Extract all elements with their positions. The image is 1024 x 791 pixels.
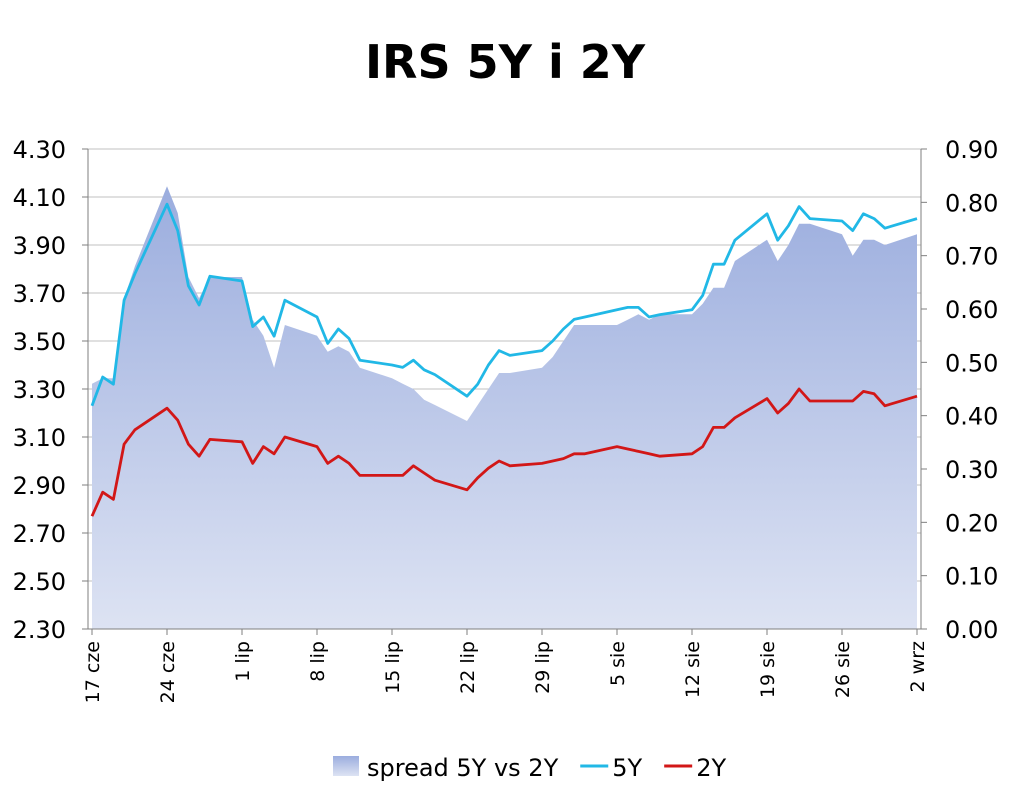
- x-tick-label: 26 sie: [832, 641, 854, 698]
- x-tick-label: 12 sie: [682, 641, 704, 698]
- right-y-tick-label: 0.10: [945, 563, 998, 591]
- left-y-tick-label: 3.30: [13, 376, 66, 404]
- right-y-tick-label: 0.90: [945, 136, 998, 164]
- x-tick-label: 5 sie: [607, 641, 629, 686]
- spread-area-layer: [92, 186, 917, 630]
- series-area-spread: [92, 186, 917, 630]
- left-y-tick-label: 2.50: [13, 568, 66, 596]
- legend: spread 5Y vs 2Y 5Y 2Y: [333, 754, 726, 782]
- left-y-tick-label: 3.10: [13, 424, 66, 452]
- left-y-tick-label: 3.90: [13, 232, 66, 260]
- left-y-tick-label: 4.10: [13, 184, 66, 212]
- series-lines-layer: [90, 202, 918, 517]
- x-tick-label: 29 lip: [532, 641, 554, 694]
- x-tick-labels: 17 cze 24 cze 1 lip 8 lip 15 lip 22 lip 29 lip…: [82, 641, 929, 703]
- right-y-tick-label: 0.60: [945, 296, 998, 324]
- x-tick-label: 24 cze: [157, 641, 179, 703]
- axes: [82, 148, 927, 635]
- right-y-tick-label: 0.30: [945, 456, 998, 484]
- x-tick-label: 17 cze: [82, 641, 104, 703]
- right-y-tick-label: 0.50: [945, 349, 998, 377]
- left-y-tick-label: 2.30: [13, 616, 66, 644]
- left-y-tick-label: 4.30: [13, 136, 66, 164]
- x-tick-label: 22 lip: [457, 641, 479, 694]
- chart-title: IRS 5Y i 2Y: [365, 35, 646, 89]
- legend-swatch-spread: [333, 756, 359, 776]
- legend-label: 5Y: [612, 754, 642, 782]
- right-y-tick-label: 0.70: [945, 243, 998, 271]
- left-y-tick-label: 2.70: [13, 520, 66, 548]
- right-y-tick-label: 0.20: [945, 509, 998, 537]
- series-line-5y: [90, 202, 918, 407]
- series-line-2y: [90, 387, 918, 517]
- x-tick-label: 8 lip: [307, 641, 329, 682]
- right-y-tick-labels: 0.90 0.80 0.70 0.60 0.50 0.40 0.30 0.20 0.10 0.00: [945, 136, 998, 644]
- x-tick-label: 2 wrz: [907, 641, 929, 692]
- x-tick-label: 1 lip: [232, 641, 254, 682]
- legend-label: 2Y: [696, 754, 726, 782]
- x-tick-label: 19 sie: [757, 641, 779, 698]
- left-y-tick-label: 3.70: [13, 280, 66, 308]
- left-y-tick-labels: 4.30 4.10 3.90 3.70 3.50 3.30 3.10 2.90 2.70 2.50…: [13, 136, 66, 644]
- legend-label: spread 5Y vs 2Y: [367, 754, 559, 782]
- right-y-tick-label: 0.80: [945, 189, 998, 217]
- left-y-tick-label: 2.90: [13, 472, 66, 500]
- left-y-tick-label: 3.50: [13, 328, 66, 356]
- right-y-tick-label: 0.00: [945, 616, 998, 644]
- x-tick-label: 15 lip: [382, 641, 404, 694]
- right-y-tick-label: 0.40: [945, 403, 998, 431]
